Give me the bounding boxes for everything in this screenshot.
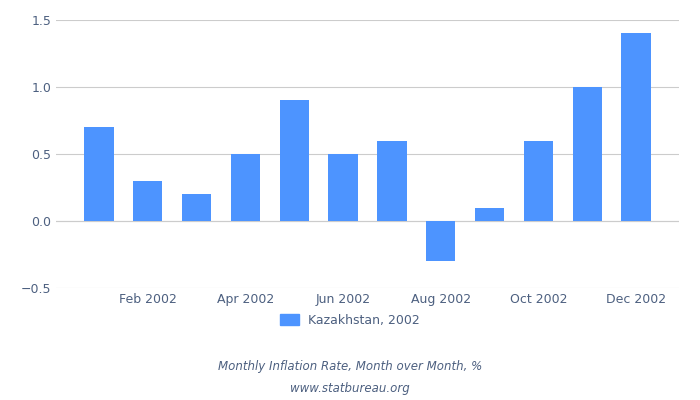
Bar [279,100,309,221]
Bar [622,33,651,221]
Bar [573,87,602,221]
Bar [133,181,162,221]
Bar [524,141,553,221]
Bar [328,154,358,221]
Bar [377,141,407,221]
Bar [182,194,211,221]
Bar [231,154,260,221]
Bar [84,127,113,221]
Bar [426,221,456,261]
Legend: Kazakhstan, 2002: Kazakhstan, 2002 [274,309,426,332]
Text: www.statbureau.org: www.statbureau.org [290,382,410,395]
Bar [475,208,504,221]
Text: Monthly Inflation Rate, Month over Month, %: Monthly Inflation Rate, Month over Month… [218,360,482,373]
